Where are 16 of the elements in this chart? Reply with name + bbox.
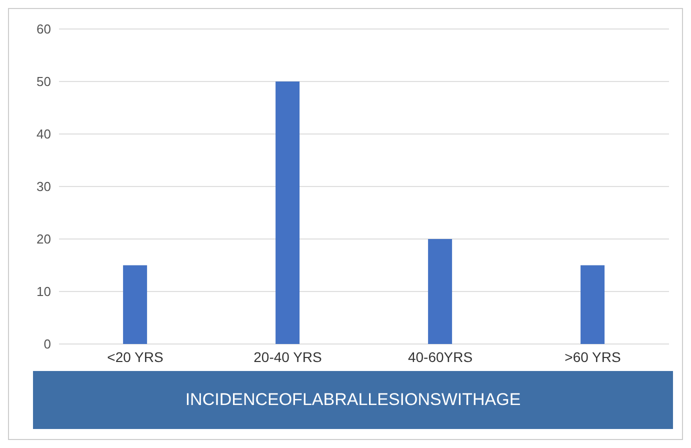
bar: [123, 265, 148, 344]
bar: [580, 265, 605, 344]
y-tick-label: 50: [36, 74, 51, 90]
y-tick-label: 60: [36, 22, 51, 37]
y-tick-label: 20: [36, 232, 51, 247]
x-tick-label: 40-60YRS: [408, 348, 473, 365]
x-tick-label: <20 YRS: [107, 348, 164, 365]
x-tick-label: >60 YRS: [564, 348, 621, 365]
bar: [276, 82, 300, 344]
y-tick-label: 0: [44, 336, 51, 352]
y-tick-label: 40: [36, 126, 51, 142]
bar: [428, 239, 452, 344]
y-tick-label: 10: [36, 284, 51, 300]
text: INCIDENCEOFLABRALLESIONSWITHAGE: [33, 371, 673, 429]
x-tick-label: 20-40 YRS: [254, 348, 322, 365]
y-tick-label: 30: [36, 179, 51, 194]
